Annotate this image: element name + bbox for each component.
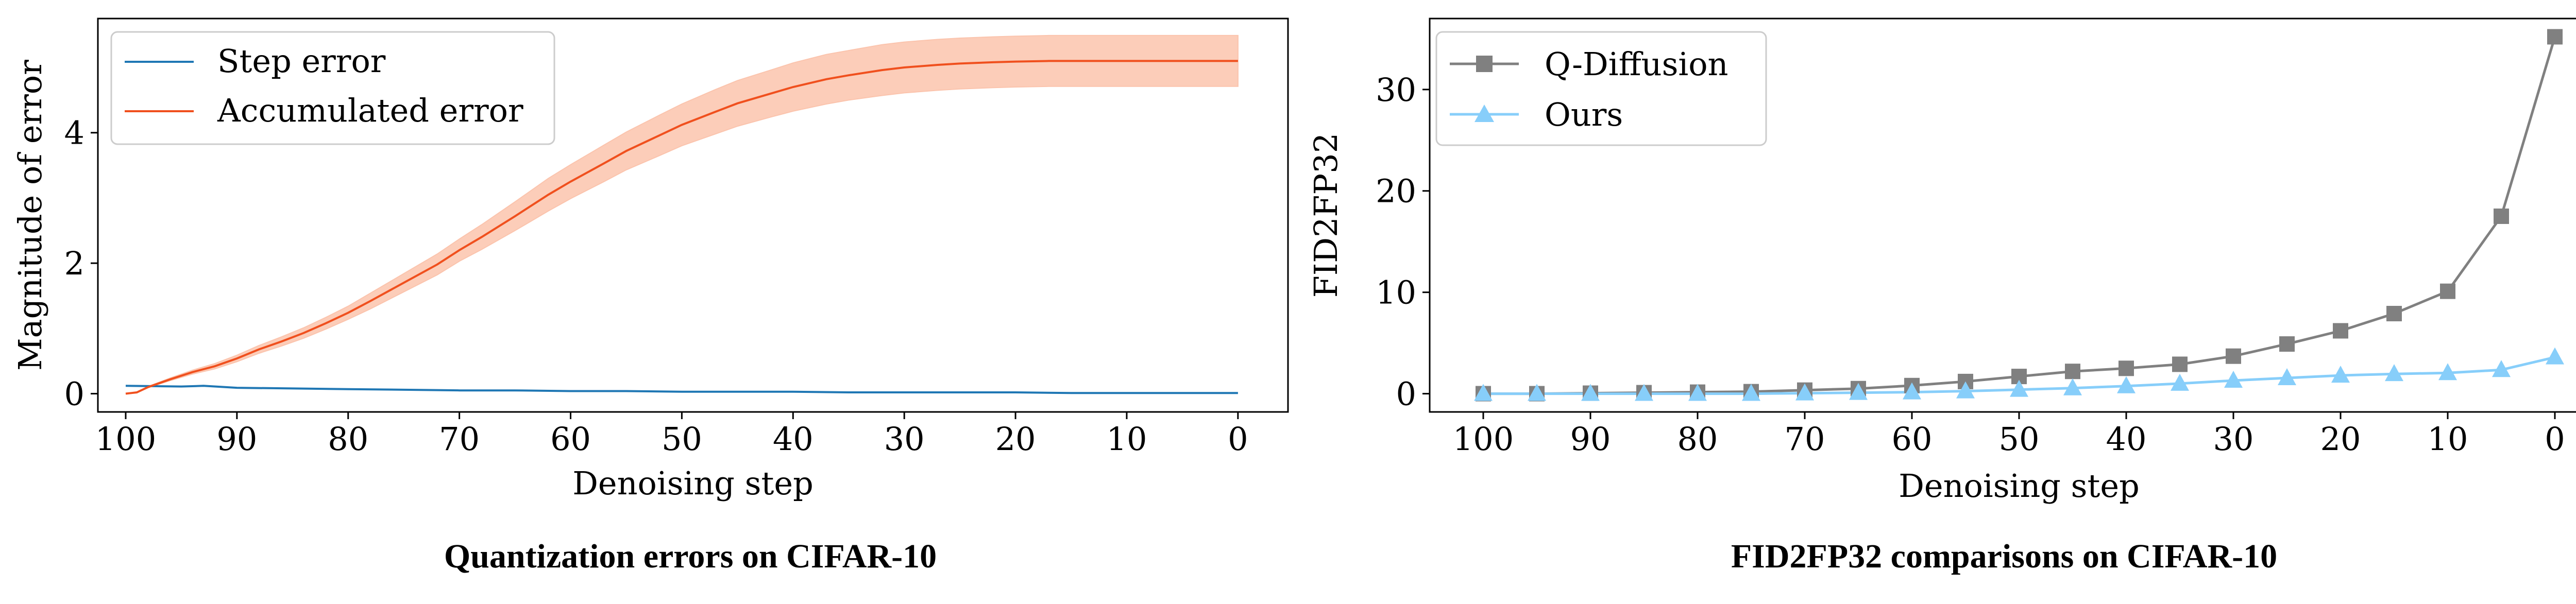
y-axis-ticks: 0 2 4	[64, 114, 98, 413]
data-point-q-diffusion	[2547, 29, 2563, 45]
x-axis-ticks: 100 90 80 70 60 50 40 30 20 10 0	[1453, 412, 2565, 458]
data-point-q-diffusion	[2065, 364, 2080, 379]
data-point-ours	[2224, 370, 2243, 388]
x-tick-label: 50	[662, 420, 702, 458]
y-tick-label: 2	[64, 245, 84, 282]
legend-label-q-diffusion: Q-Diffusion	[1545, 45, 1728, 83]
data-point-ours	[1474, 384, 1493, 401]
quantization-error-chart: 100 90 80 70 60 50 40 30 20 10 0 024 Denoising ste…	[11, 18, 1289, 502]
legend-marker-ours	[1475, 105, 1494, 122]
data-point-q-diffusion	[2226, 348, 2241, 364]
data-point-q-diffusion	[2440, 283, 2455, 299]
x-tick-label: 60	[550, 420, 591, 458]
legend: Q-Diffusion Ours	[1435, 31, 1767, 146]
data-point-ours	[2385, 364, 2403, 382]
legend-label-step-error: Step error	[217, 42, 386, 80]
x-tick-label: 100	[95, 420, 156, 458]
x-tick-label: 50	[1999, 420, 2040, 458]
y-tick-label: 0	[64, 375, 84, 413]
data-point-ours	[2171, 373, 2189, 391]
x-tick-label: 60	[1892, 420, 1933, 458]
x-tick-label: 10	[2428, 420, 2468, 458]
plot-frame	[97, 18, 1289, 413]
x-tick-label: 80	[328, 420, 368, 458]
data-point-ours	[2331, 366, 2350, 383]
x-tick-label: 0	[1228, 420, 1248, 458]
x-tick-label: 20	[995, 420, 1036, 458]
data-point-ours	[1528, 384, 1546, 401]
y-axis-label: FID2FP32	[1307, 133, 1345, 298]
legend-box	[110, 31, 555, 145]
x-tick-label: 90	[1570, 420, 1611, 458]
data-point-ours	[1581, 384, 1600, 401]
data-point-q-diffusion	[2172, 356, 2188, 372]
data-point-q-diffusion	[2333, 323, 2348, 339]
y-tick-label: 20	[1376, 172, 1416, 210]
x-tick-label: 40	[773, 420, 814, 458]
x-axis-ticks: 100 90 80 70 60 50 40 30 20 10 0	[95, 412, 1248, 458]
caption-left: Quantization errors on CIFAR-10	[444, 538, 937, 575]
data-point-q-diffusion	[2494, 208, 2509, 224]
x-tick-label: 10	[1107, 420, 1147, 458]
y-tick-label: 10	[1376, 274, 1416, 312]
x-tick-label: 90	[216, 420, 257, 458]
legend: Step error Accumulated error	[110, 31, 555, 145]
data-point-ours	[1795, 383, 1814, 401]
x-axis-label: Denoising step	[572, 464, 814, 502]
data-point-q-diffusion	[2386, 306, 2402, 321]
data-point-ours	[2492, 360, 2511, 377]
series-line-accumulated-error	[125, 60, 1238, 395]
data-point-ours	[1635, 384, 1653, 401]
series-line-step-error	[125, 385, 1238, 394]
data-point-ours	[1956, 381, 1975, 399]
legend-label-accumulated-error: Accumulated error	[217, 92, 523, 129]
data-point-ours	[2117, 376, 2136, 393]
data-point-ours	[1849, 383, 1868, 400]
series-markers-layer	[1474, 29, 2564, 402]
data-point-q-diffusion	[2119, 360, 2134, 376]
x-axis-label: Denoising step	[1899, 467, 2140, 505]
x-tick-label: 100	[1453, 420, 1514, 458]
y-axis-ticks: 0 10 20 30	[1376, 71, 1430, 413]
x-tick-label: 70	[1785, 420, 1825, 458]
data-point-ours	[2546, 347, 2564, 365]
legend-marker-q-diffusion	[1476, 56, 1493, 72]
series-lines-layer	[125, 60, 1238, 395]
x-tick-label: 80	[1677, 420, 1718, 458]
data-point-ours	[1742, 384, 1760, 401]
legend-label-ours: Ours	[1545, 96, 1623, 133]
y-axis-label: Magnitude of error	[11, 60, 49, 371]
x-tick-label: 70	[439, 420, 480, 458]
y-tick-label: 30	[1376, 71, 1416, 109]
data-point-ours	[2278, 368, 2296, 386]
y-tick-label: 0	[1396, 375, 1416, 413]
x-tick-label: 0	[2545, 420, 2565, 458]
data-point-ours	[1903, 382, 1921, 400]
x-tick-label: 20	[2320, 420, 2361, 458]
x-tick-label: 30	[884, 420, 925, 458]
x-tick-label: 30	[2213, 420, 2254, 458]
legend-box	[1435, 31, 1767, 146]
data-point-ours	[2063, 378, 2082, 395]
x-tick-label: 40	[2106, 420, 2147, 458]
data-point-q-diffusion	[2279, 336, 2295, 352]
y-tick-label: 4	[64, 114, 84, 152]
data-point-ours	[2010, 379, 2028, 397]
data-point-ours	[2438, 363, 2457, 381]
caption-right: FID2FP32 comparisons on CIFAR-10	[1731, 538, 2277, 575]
data-point-ours	[1688, 384, 1707, 401]
